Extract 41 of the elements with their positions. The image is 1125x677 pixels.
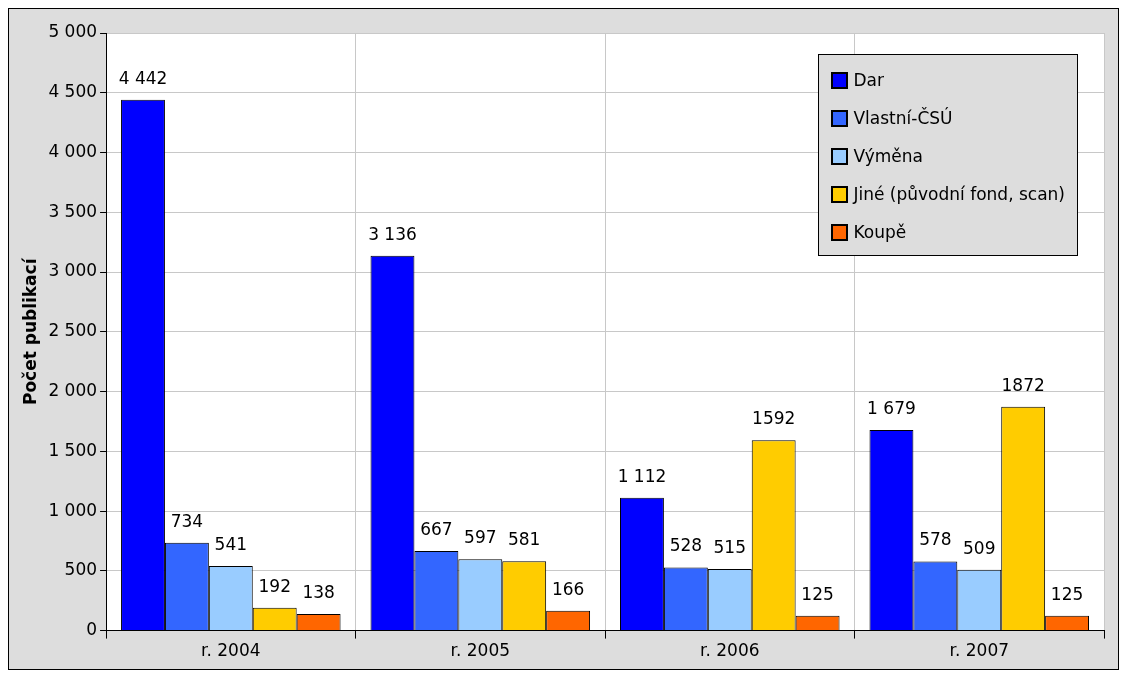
x-tick-label: r. 2006 (700, 640, 760, 661)
x-tick-label: r. 2007 (949, 640, 1010, 661)
y-tick-label: 2 500 (48, 320, 98, 341)
data-label: 1 112 (617, 465, 667, 486)
y-tick-label: 4 500 (48, 81, 98, 102)
data-label: 4 442 (118, 67, 168, 88)
y-tick-label: 500 (64, 559, 98, 580)
data-label: 509 (963, 537, 996, 558)
y-tick-label: 5 000 (48, 21, 98, 42)
x-tick-label: r. 2005 (450, 640, 511, 661)
legend-label: Dar (853, 70, 884, 90)
y-tick-label: 4 000 (48, 140, 98, 161)
data-label: 578 (919, 529, 952, 550)
legend-label: Vlastní-ČSÚ (853, 108, 953, 128)
legend-label: Koupě (853, 222, 907, 242)
data-label: 138 (302, 582, 335, 603)
data-label: 1 679 (867, 397, 916, 418)
data-label: 667 (420, 518, 453, 539)
data-label: 734 (170, 510, 204, 531)
legend-label: Výměna (853, 146, 923, 166)
y-axis-title: Počet publikací (19, 257, 40, 406)
data-label: 1592 (752, 408, 796, 429)
data-label: 528 (669, 535, 703, 556)
x-tick-label: r. 2004 (201, 640, 261, 661)
data-label: 1872 (1001, 374, 1045, 395)
legend-label: Jiné (původní fond, scan) (853, 184, 1065, 204)
data-label: 581 (507, 529, 541, 550)
data-label: 125 (801, 583, 834, 604)
data-label: 541 (214, 533, 248, 554)
y-tick-label: 3 500 (48, 200, 98, 221)
y-tick-label: 3 000 (48, 260, 98, 281)
y-tick-label: 2 000 (48, 379, 98, 400)
y-tick-label: 1 500 (48, 439, 98, 460)
data-label: 597 (464, 527, 497, 548)
data-label: 515 (713, 536, 746, 557)
data-label: 3 136 (368, 223, 417, 244)
y-tick-label: 0 (86, 619, 98, 640)
data-label: 125 (1050, 583, 1084, 604)
data-label: 192 (258, 575, 291, 596)
data-label: 166 (551, 578, 585, 599)
y-tick-label: 1 000 (48, 499, 98, 520)
